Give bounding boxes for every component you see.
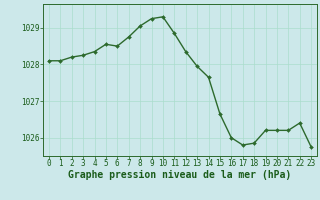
X-axis label: Graphe pression niveau de la mer (hPa): Graphe pression niveau de la mer (hPa) bbox=[68, 170, 292, 180]
